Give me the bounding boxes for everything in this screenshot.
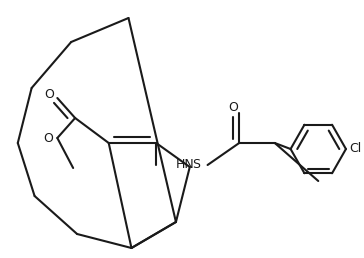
Text: O: O bbox=[43, 132, 53, 144]
Text: S: S bbox=[192, 158, 200, 171]
Text: HN: HN bbox=[176, 158, 195, 172]
Text: O: O bbox=[44, 88, 54, 101]
Text: Cl: Cl bbox=[349, 142, 362, 156]
Text: O: O bbox=[228, 101, 238, 114]
